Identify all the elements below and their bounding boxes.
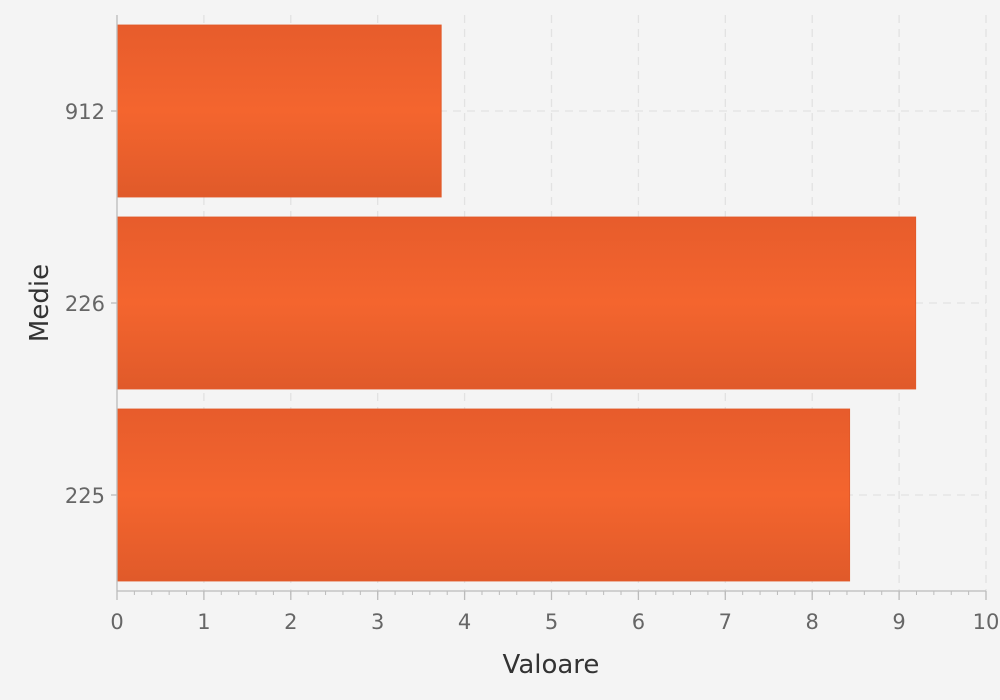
- y-tick-label: 912: [65, 100, 105, 124]
- bar-912: [116, 24, 442, 198]
- y-tick-label: 225: [65, 484, 105, 508]
- bars: [116, 24, 917, 582]
- y-tick-label: 226: [65, 292, 105, 316]
- x-tick-label: 5: [545, 610, 558, 634]
- x-tick-label: 0: [110, 610, 123, 634]
- x-tick-label: 8: [806, 610, 819, 634]
- x-tick-label: 6: [632, 610, 645, 634]
- x-tick-label: 3: [371, 610, 384, 634]
- bar-226: [116, 216, 917, 390]
- bar-225: [116, 408, 851, 582]
- y-axis-title: Medie: [25, 264, 55, 342]
- x-tick-label: 10: [973, 610, 1000, 634]
- x-axis-title: Valoare: [503, 650, 600, 680]
- x-tick-label: 2: [284, 610, 297, 634]
- axes: 0 1 2 3 4 5 6 7 8 9 10 912 226 225: [65, 15, 999, 634]
- x-tick-label: 1: [197, 610, 210, 634]
- x-tick-label: 9: [892, 610, 905, 634]
- x-tick-label: 7: [719, 610, 732, 634]
- x-tick-label: 4: [458, 610, 471, 634]
